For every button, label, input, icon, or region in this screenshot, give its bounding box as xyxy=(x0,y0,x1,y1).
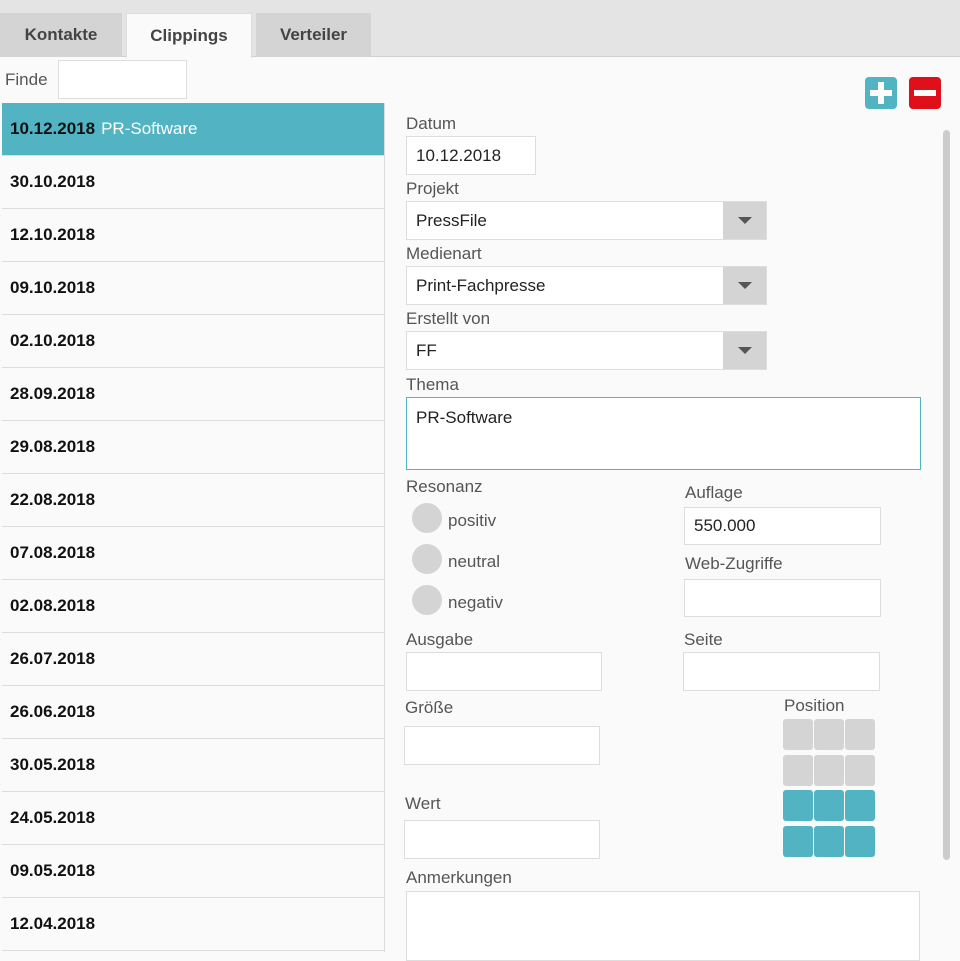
clipping-date: 30.10.2018 xyxy=(10,172,96,191)
chevron-down-icon[interactable] xyxy=(723,202,766,239)
seite-label: Seite xyxy=(684,630,723,649)
search-input[interactable] xyxy=(58,60,187,99)
list-item[interactable]: 28.09.2018 xyxy=(2,368,384,421)
list-item[interactable]: 02.08.2018 xyxy=(2,580,384,633)
tab-kontakte[interactable]: Kontakte xyxy=(0,13,122,57)
anmerkungen-label: Anmerkungen xyxy=(406,868,512,887)
position-grid xyxy=(783,719,876,859)
tab-verteiler[interactable]: Verteiler xyxy=(256,13,371,57)
chevron-down-icon[interactable] xyxy=(723,267,766,304)
clipping-date: 26.07.2018 xyxy=(10,649,96,668)
medienart-label: Medienart xyxy=(406,244,482,263)
position-cell[interactable] xyxy=(814,790,844,821)
clipping-date: 30.05.2018 xyxy=(10,755,96,774)
list-item[interactable]: 26.07.2018 xyxy=(2,633,384,686)
seite-input[interactable] xyxy=(683,652,880,691)
position-label: Position xyxy=(784,696,845,715)
clipping-date: 10.12.2018 xyxy=(10,119,96,138)
wert-input[interactable] xyxy=(404,820,600,859)
resonanz-label: Resonanz xyxy=(406,477,483,496)
ausgabe-label: Ausgabe xyxy=(406,630,474,649)
position-cell[interactable] xyxy=(783,754,813,786)
thema-textarea[interactable]: PR-Software xyxy=(406,397,921,470)
list-item[interactable]: 30.05.2018 xyxy=(2,739,384,792)
chevron-down-icon[interactable] xyxy=(723,332,766,369)
clipping-date: 02.08.2018 xyxy=(10,596,96,615)
projekt-value: PressFile xyxy=(416,210,487,230)
position-cell[interactable] xyxy=(845,719,875,750)
list-item[interactable]: 07.08.2018 xyxy=(2,527,384,580)
groesse-label: Größe xyxy=(405,698,454,717)
delete-icon[interactable] xyxy=(909,77,941,109)
list-item[interactable]: 29.08.2018 xyxy=(2,421,384,474)
projekt-select[interactable]: PressFile xyxy=(406,201,767,240)
list-item[interactable]: 12.10.2018 xyxy=(2,209,384,262)
scrollbar[interactable] xyxy=(943,130,950,860)
web-label: Web-Zugriffe xyxy=(685,554,783,573)
ausgabe-input[interactable] xyxy=(406,652,602,691)
clipping-date: 12.10.2018 xyxy=(10,225,96,244)
clipping-date: 07.08.2018 xyxy=(10,543,96,562)
list-item[interactable]: 26.06.2018 xyxy=(2,686,384,739)
erstellt-select[interactable]: FF xyxy=(406,331,767,370)
anmerkungen-textarea[interactable] xyxy=(406,891,920,961)
wert-label: Wert xyxy=(405,794,441,813)
radio-negativ[interactable] xyxy=(412,585,442,615)
clipping-list: 10.12.2018 PR-Software 30.10.2018 12.10.201… xyxy=(2,103,385,952)
position-cell[interactable] xyxy=(814,825,844,857)
thema-label: Thema xyxy=(406,375,459,394)
list-item[interactable]: 10.12.2018 PR-Software xyxy=(2,103,384,156)
position-cell[interactable] xyxy=(845,825,875,857)
negativ-label: negativ xyxy=(448,593,503,612)
projekt-label: Projekt xyxy=(406,179,459,198)
erstellt-label: Erstellt von xyxy=(406,309,491,328)
list-item[interactable]: 02.10.2018 xyxy=(2,315,384,368)
position-cell[interactable] xyxy=(783,825,813,857)
erstellt-value: FF xyxy=(416,340,437,360)
groesse-input[interactable] xyxy=(404,726,600,765)
clipping-date: 28.09.2018 xyxy=(10,384,96,403)
position-cell[interactable] xyxy=(845,790,875,821)
positiv-label: positiv xyxy=(448,511,497,530)
search-label: Finde xyxy=(5,70,48,89)
clipping-title: PR-Software xyxy=(101,119,198,138)
position-cell[interactable] xyxy=(814,754,844,786)
list-item[interactable]: 12.04.2018 xyxy=(2,898,384,951)
clipping-date: 02.10.2018 xyxy=(10,331,96,350)
web-input[interactable] xyxy=(684,579,881,617)
clipping-date: 09.05.2018 xyxy=(10,861,96,880)
position-cell[interactable] xyxy=(783,790,813,821)
auflage-input[interactable]: 550.000 xyxy=(684,507,881,545)
datum-input[interactable]: 10.12.2018 xyxy=(406,136,536,175)
auflage-label: Auflage xyxy=(685,483,743,502)
medienart-value: Print-Fachpresse xyxy=(416,275,546,295)
position-cell[interactable] xyxy=(814,719,844,750)
clipping-date: 09.10.2018 xyxy=(10,278,96,297)
medienart-select[interactable]: Print-Fachpresse xyxy=(406,266,767,305)
add-icon[interactable] xyxy=(865,77,897,109)
neutral-label: neutral xyxy=(448,552,500,571)
tab-clippings[interactable]: Clippings xyxy=(126,13,252,58)
clipping-date: 12.04.2018 xyxy=(10,914,96,933)
position-cell[interactable] xyxy=(845,754,875,786)
clipping-date: 22.08.2018 xyxy=(10,490,96,509)
list-item[interactable]: 22.08.2018 xyxy=(2,474,384,527)
list-item[interactable]: 09.10.2018 xyxy=(2,262,384,315)
position-cell[interactable] xyxy=(783,719,813,750)
list-item[interactable]: 30.10.2018 xyxy=(2,156,384,209)
datum-label: Datum xyxy=(406,114,457,133)
clipping-date: 26.06.2018 xyxy=(10,702,96,721)
radio-positiv[interactable] xyxy=(412,503,442,533)
radio-neutral[interactable] xyxy=(412,544,442,574)
list-item[interactable]: 24.05.2018 xyxy=(2,792,384,845)
clipping-date: 29.08.2018 xyxy=(10,437,96,456)
list-item[interactable]: 09.05.2018 xyxy=(2,845,384,898)
clipping-date: 24.05.2018 xyxy=(10,808,96,827)
